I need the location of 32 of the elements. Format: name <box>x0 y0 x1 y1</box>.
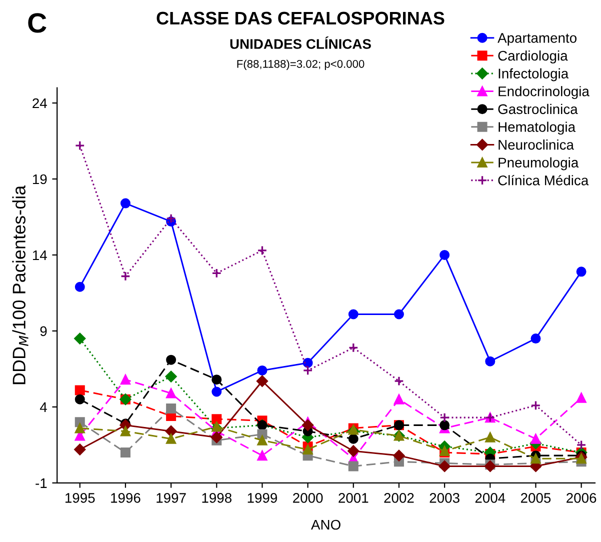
legend-label: Hematologia <box>498 122 576 135</box>
x-tick-label: 1995 <box>66 493 95 503</box>
y-tick-label: 19 <box>32 174 47 184</box>
y-tick-label: 14 <box>32 250 47 260</box>
legend-label: Infectologia <box>498 68 569 82</box>
legend-label: Apartamento <box>498 33 576 46</box>
x-tick-label: 2000 <box>293 493 323 503</box>
x-tick-label: 1996 <box>111 493 140 503</box>
x-axis-title: ANO <box>311 520 340 530</box>
y-axis-title: DDD$_{M}$/100 Pacientes-dia <box>12 185 28 384</box>
x-tick-label: 1997 <box>156 493 186 503</box>
x-tick-label: 1998 <box>202 493 232 503</box>
y-tick-label: 24 <box>32 98 47 108</box>
x-tick-label: 2005 <box>520 493 551 503</box>
y-tick-label: -1 <box>36 478 47 488</box>
legend-label: Endocrinologia <box>498 86 590 100</box>
chart-title: CLASSE DAS CEFALOSPORINAS <box>156 12 444 25</box>
x-tick-label: 2001 <box>338 493 368 503</box>
x-tick-label: 2004 <box>475 493 506 503</box>
x-tick-label: 2006 <box>566 493 596 503</box>
legend-label: Cardiologia <box>498 50 568 64</box>
x-tick-label: 2002 <box>384 493 414 503</box>
legend-label: Clínica Médica <box>498 174 589 186</box>
y-tick-label: 9 <box>40 326 47 336</box>
chart-subtitle: UNIDADES CLÍNICAS F(88,1188)=3.02; p<0.000 <box>230 36 371 70</box>
legend-label: Pneumologia <box>498 157 579 170</box>
x-tick-label: 1999 <box>248 493 278 503</box>
legend-label: Gastroclinica <box>498 104 578 114</box>
y-tick-label: 4 <box>40 402 47 412</box>
text: C <box>28 13 46 33</box>
x-tick-label: 2003 <box>430 493 460 503</box>
legend-label: Neuroclinica <box>498 140 574 150</box>
